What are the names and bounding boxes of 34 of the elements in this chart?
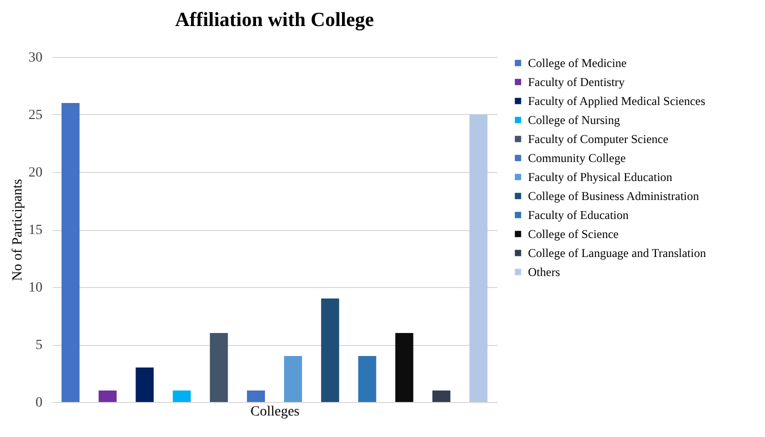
bar — [210, 333, 228, 402]
y-tick-label: 20 — [28, 166, 42, 180]
legend-label: Community College — [528, 151, 626, 165]
legend-label: Faculty of Education — [528, 208, 629, 222]
bar — [469, 114, 488, 402]
legend-label: College of Language and Translation — [528, 246, 706, 260]
legend-label: Faculty of Physical Education — [528, 170, 672, 184]
bar — [284, 356, 302, 402]
legend-label: Faculty of Computer Science — [528, 132, 668, 146]
y-axis-title: No of Participants — [10, 179, 26, 281]
legend-label: Faculty of Dentistry — [528, 75, 625, 89]
y-tick-label: 25 — [28, 108, 42, 123]
legend-label: Faculty of Applied Medical Sciences — [528, 94, 706, 108]
legend-label: Others — [528, 265, 560, 279]
bar — [62, 103, 80, 402]
bar — [358, 356, 376, 402]
bar — [98, 390, 117, 402]
x-axis-title: Colleges — [250, 404, 300, 420]
bar — [136, 368, 154, 402]
bar — [395, 333, 414, 402]
legend-label: College of Medicine — [528, 56, 627, 70]
chart-title: Affiliation with College — [175, 9, 374, 31]
y-tick-label: 5 — [36, 338, 42, 353]
y-tick-label: 10 — [28, 280, 42, 296]
legend-label: College of Science — [528, 227, 619, 241]
y-tick-label: 30 — [28, 50, 42, 66]
y-tick-label: 15 — [28, 223, 42, 238]
legend-label: College of Business Administration — [528, 189, 699, 203]
bar — [432, 390, 450, 402]
legend-label: College of Nursing — [528, 113, 620, 127]
bar — [246, 390, 265, 402]
bar — [321, 298, 340, 402]
y-tick-label: 0 — [36, 396, 42, 410]
bar — [172, 390, 191, 402]
